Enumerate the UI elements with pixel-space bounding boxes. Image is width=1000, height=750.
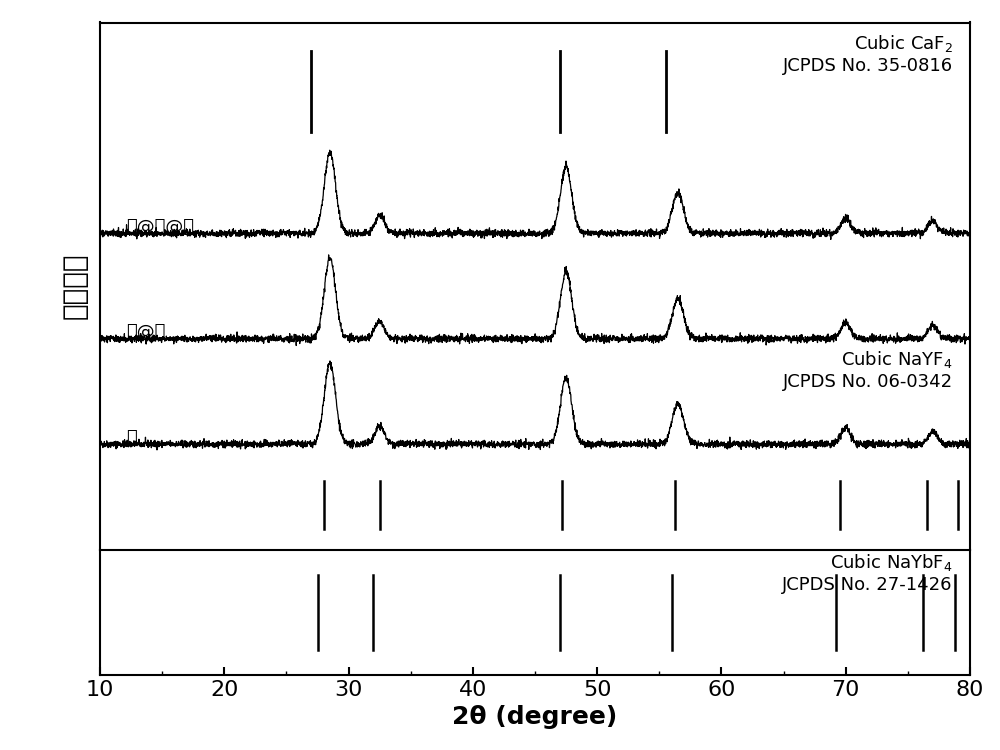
- Text: Cubic NaYF$_4$
JCPDS No. 06-0342: Cubic NaYF$_4$ JCPDS No. 06-0342: [782, 350, 953, 391]
- Y-axis label: 相对强度: 相对强度: [61, 253, 89, 320]
- Text: 核: 核: [126, 429, 137, 447]
- Text: 核@壳@壳: 核@壳@壳: [126, 217, 194, 236]
- Text: Cubic CaF$_2$
JCPDS No. 35-0816: Cubic CaF$_2$ JCPDS No. 35-0816: [782, 33, 953, 75]
- Text: 核@壳: 核@壳: [126, 323, 165, 341]
- X-axis label: 2θ (degree): 2θ (degree): [452, 706, 618, 730]
- Text: Cubic NaYbF$_4$
JCPDS No. 27-1426: Cubic NaYbF$_4$ JCPDS No. 27-1426: [782, 552, 953, 594]
